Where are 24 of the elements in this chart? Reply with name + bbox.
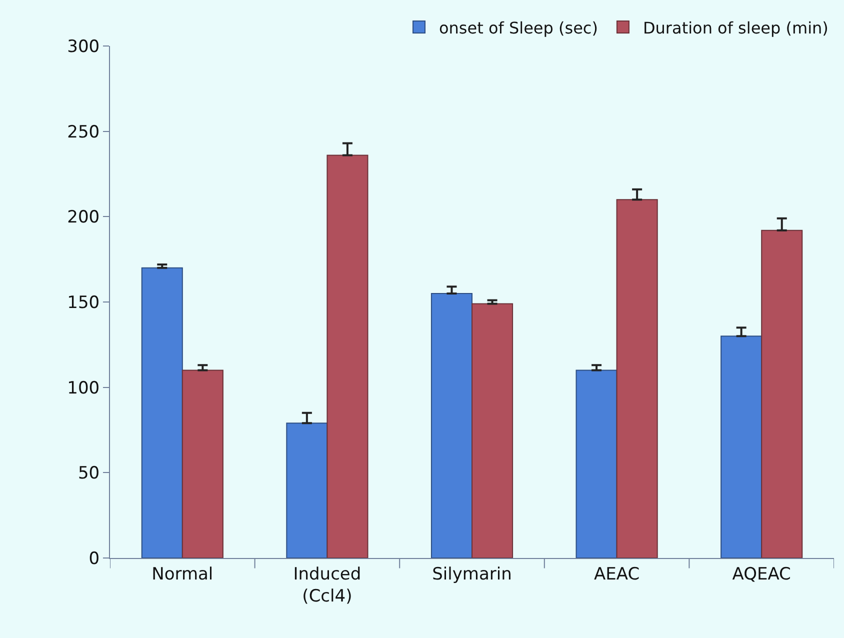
x-tick-label: AEAC [594,564,640,584]
bar [761,230,803,558]
y-tick-label: 100 [67,378,100,398]
y-tick-label: 250 [67,122,100,142]
bar [616,199,658,558]
x-tick-label: Normal [152,564,214,584]
legend-label: onset of Sleep (sec) [439,18,598,38]
y-tick-label: 200 [67,208,100,228]
bar [576,370,618,558]
x-tick-label: AQEAC [732,564,791,584]
x-tick-label: Induced (Ccl4) [293,564,362,606]
bar [430,292,472,558]
y-tick-label: 150 [67,292,100,313]
bar [141,267,183,558]
bar [326,154,368,558]
legend-label: Duration of sleep (min) [642,18,828,38]
x-tick-label: Silymarin [432,564,512,584]
y-tick-label: 50 [78,464,100,484]
y-tick-label: 0 [88,548,100,569]
bar [472,303,514,558]
bar [286,422,328,558]
bar [182,370,224,558]
y-tick-label: 300 [67,36,100,57]
bar [720,336,762,558]
